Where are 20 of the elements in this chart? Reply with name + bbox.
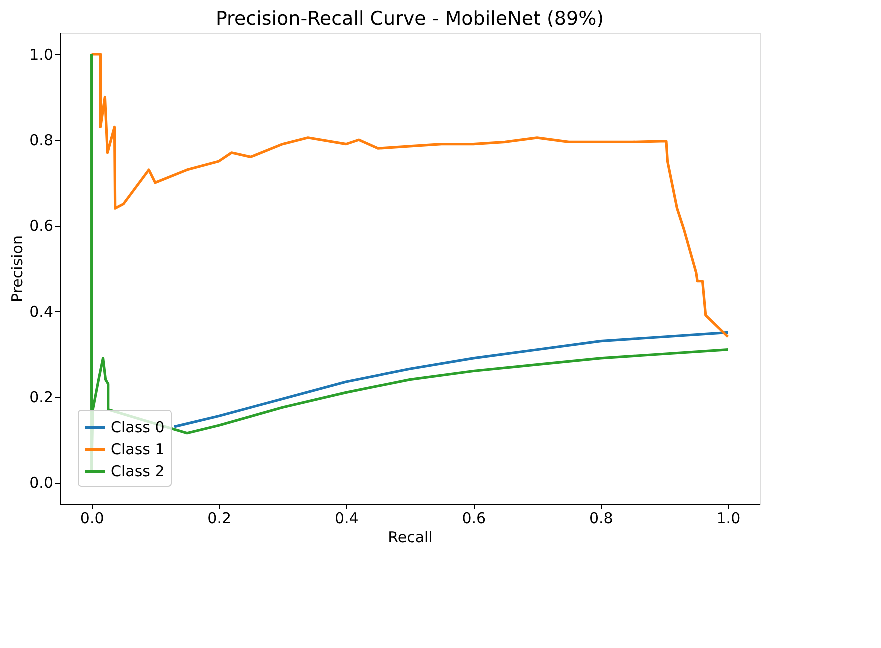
chart-title: Precision-Recall Curve - MobileNet (89%) [216, 8, 604, 30]
x-tick-label: 0.8 [589, 510, 614, 528]
line-series [90, 53, 730, 338]
x-tick-label: 0.2 [208, 510, 232, 528]
y-tick-label: 0.2 [30, 388, 54, 406]
y-tick-label: 1.0 [30, 46, 54, 64]
y-tick-label: 0.4 [30, 302, 54, 321]
legend-label: Class 1 [111, 440, 165, 458]
y-tick-label: 0.0 [30, 474, 54, 492]
y-tick-label: 0.6 [30, 217, 54, 236]
x-axis-title: Recall [388, 528, 433, 546]
x-tick-label: 0.4 [334, 510, 359, 528]
y-axis-title: Precision [8, 236, 27, 302]
x-tick-label: 0.6 [462, 510, 486, 528]
legend-label: Class 2 [111, 462, 165, 480]
line-series [173, 331, 730, 428]
legend-label: Class 0 [111, 418, 165, 436]
x-tick-label: 0.0 [80, 510, 104, 528]
y-tick-label: 0.8 [30, 132, 54, 150]
x-tick-label: 1.0 [716, 510, 741, 528]
